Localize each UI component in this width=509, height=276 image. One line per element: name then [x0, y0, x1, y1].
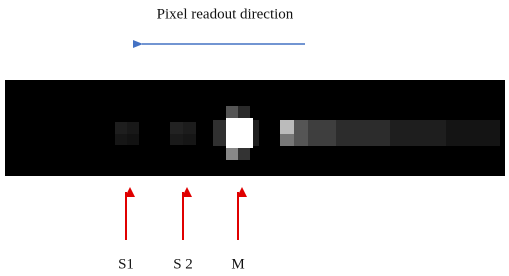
marker-arrows — [126, 192, 238, 240]
label: M — [231, 256, 244, 272]
pixel-strip — [5, 80, 505, 176]
label: S 2 — [173, 256, 193, 272]
page: Pixel readout direction S1 S 2 M (() => … — [0, 0, 509, 276]
diagram: Pixel readout direction S1 S 2 M — [0, 0, 509, 276]
title: Pixel readout direction — [157, 6, 294, 22]
label: S1 — [118, 256, 134, 272]
